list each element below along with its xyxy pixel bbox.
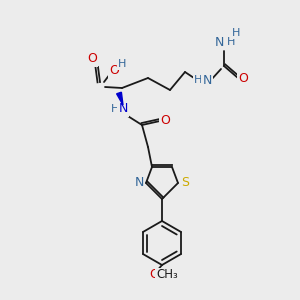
Text: H: H	[232, 28, 240, 38]
Text: O: O	[160, 115, 170, 128]
Text: H: H	[194, 75, 202, 85]
Text: CH₃: CH₃	[156, 268, 178, 281]
Polygon shape	[117, 92, 123, 105]
Text: N: N	[214, 35, 224, 49]
Text: N: N	[118, 103, 128, 116]
Text: H: H	[227, 37, 235, 47]
Text: H: H	[111, 104, 119, 114]
Text: N: N	[134, 176, 144, 190]
Text: O: O	[238, 71, 248, 85]
Text: S: S	[181, 176, 189, 190]
Text: O: O	[149, 268, 159, 281]
Text: N: N	[202, 74, 212, 86]
Text: H: H	[118, 59, 126, 69]
Text: O: O	[109, 64, 119, 77]
Text: O: O	[87, 52, 97, 65]
